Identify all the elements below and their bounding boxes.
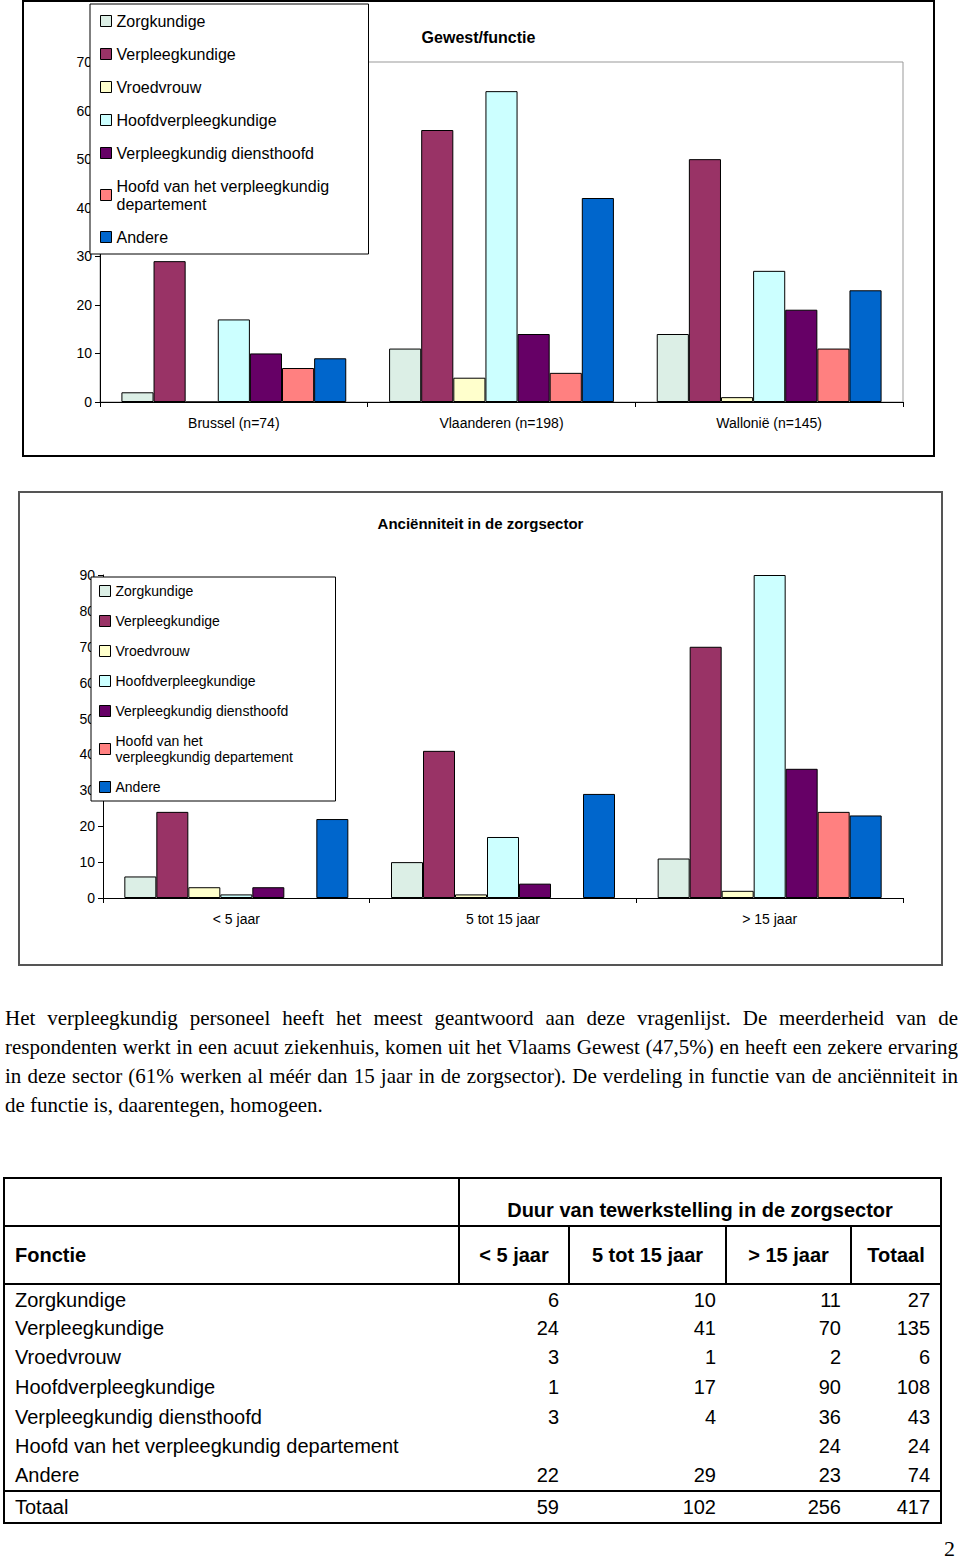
html-text:108: 108 <box>896 1376 930 1399</box>
html-text:< 5 jaar: < 5 jaar <box>479 1243 549 1266</box>
html-text:2: 2 <box>944 1536 955 1561</box>
html-text:1: 1 <box>704 1346 716 1369</box>
svg-text:verpleegkundig departement: verpleegkundig departement <box>116 749 294 765</box>
svg-text:Vroedvrouw: Vroedvrouw <box>117 79 202 96</box>
svg-text:0: 0 <box>87 890 95 906</box>
html-text:6: 6 <box>918 1346 930 1369</box>
html-text:> 15 jaar: > 15 jaar <box>748 1243 829 1266</box>
svg-text:Verpleegkundige: Verpleegkundige <box>117 46 236 63</box>
html-text:Andere: Andere <box>15 1464 80 1487</box>
svg-text:5 tot 15 jaar: 5 tot 15 jaar <box>466 911 540 927</box>
svg-text:Gewest/functie: Gewest/functie <box>422 29 536 46</box>
svg-text:Zorgkundige: Zorgkundige <box>116 583 194 599</box>
html-text:Zorgkundige: Zorgkundige <box>15 1289 127 1312</box>
html-text:70: 70 <box>818 1316 841 1339</box>
svg-text:50: 50 <box>79 710 95 727</box>
svg-text:40: 40 <box>76 199 92 216</box>
svg-text:50: 50 <box>76 151 92 168</box>
html-text:Verpleegkundige: Verpleegkundige <box>15 1316 164 1339</box>
html-text:36: 36 <box>818 1405 841 1428</box>
html-text:11: 11 <box>820 1289 841 1312</box>
svg-text:Hoofdverpleegkundige: Hoofdverpleegkundige <box>117 112 277 129</box>
svg-text:Hoofd van het verpleegkundig: Hoofd van het verpleegkundig <box>117 178 334 195</box>
html-text:17: 17 <box>693 1376 716 1399</box>
html-text:41: 41 <box>693 1316 716 1339</box>
html-text:22: 22 <box>536 1464 559 1487</box>
svg-text:Verpleegkundig diensthoofd: Verpleegkundig diensthoofd <box>117 145 315 162</box>
html-text:5 tot 15 jaar: 5 tot 15 jaar <box>591 1243 704 1266</box>
html-text:6: 6 <box>547 1289 559 1312</box>
svg-text:Verpleegkundige: Verpleegkundige <box>116 613 221 629</box>
html-text:Fonctie: Fonctie <box>15 1243 87 1266</box>
html-text:1: 1 <box>547 1376 559 1399</box>
html-text:Duur van tewerkstelling in de: Duur van tewerkstelling in de zorgsector <box>507 1199 893 1221</box>
svg-text:20: 20 <box>79 818 95 834</box>
html-text:29: 29 <box>693 1464 716 1487</box>
html-text:90: 90 <box>818 1376 841 1399</box>
html-text:417: 417 <box>896 1495 930 1518</box>
html-text:102: 102 <box>682 1495 716 1518</box>
svg-text:Verpleegkundig diensthoofd: Verpleegkundig diensthoofd <box>116 703 289 719</box>
html-text:Totaal: Totaal <box>15 1495 69 1518</box>
html-text:135: 135 <box>896 1316 930 1339</box>
svg-text:90: 90 <box>79 567 95 583</box>
svg-text:Zorgkundige: Zorgkundige <box>117 13 206 30</box>
svg-text:20: 20 <box>76 297 92 313</box>
html-text:59: 59 <box>536 1495 559 1518</box>
svg-text:Brussel (n=74): Brussel (n=74) <box>188 415 279 431</box>
html-text:74: 74 <box>907 1464 930 1487</box>
svg-text:> 15 jaar: > 15 jaar <box>742 911 797 927</box>
svg-text:Andere: Andere <box>116 779 161 795</box>
html-text:Het verpleegkundig personeel h: Het verpleegkundig personeel heeft het m… <box>5 1006 958 1117</box>
svg-text:60: 60 <box>76 102 92 119</box>
html-text:43: 43 <box>907 1405 930 1428</box>
svg-text:Vroedvrouw: Vroedvrouw <box>116 643 191 659</box>
svg-text:Vlaanderen (n=198): Vlaanderen (n=198) <box>439 415 563 431</box>
html-text:24: 24 <box>907 1435 930 1458</box>
html-text:Verpleegkundig diensthoofd: Verpleegkundig diensthoofd <box>15 1405 262 1428</box>
html-text:Vroedvrouw: Vroedvrouw <box>15 1346 121 1369</box>
svg-text:30: 30 <box>76 248 92 265</box>
html-text:10: 10 <box>693 1289 716 1312</box>
svg-text:70: 70 <box>79 638 95 655</box>
html-text:3: 3 <box>547 1405 559 1428</box>
svg-text:Hoofd van het: Hoofd van het <box>116 733 207 749</box>
html-text:23: 23 <box>818 1464 841 1487</box>
svg-text:Hoofdverpleegkundige: Hoofdverpleegkundige <box>116 673 256 689</box>
html-text:256: 256 <box>807 1495 841 1518</box>
svg-text:0: 0 <box>84 394 92 410</box>
svg-text:80: 80 <box>79 602 95 619</box>
html-text:2: 2 <box>829 1346 841 1369</box>
svg-text:departement: departement <box>117 196 207 213</box>
svg-text:10: 10 <box>76 345 92 361</box>
svg-text:Anciënniteit in de zorgsector: Anciënniteit in de zorgsector <box>378 515 584 532</box>
svg-text:Andere: Andere <box>117 229 169 246</box>
html-text:3: 3 <box>547 1346 559 1369</box>
html-text:Hoofdverpleegkundige: Hoofdverpleegkundige <box>15 1376 216 1399</box>
html-text:4: 4 <box>704 1405 716 1428</box>
html-text:Hoofd van het verpleegkundig d: Hoofd van het verpleegkundig departement <box>15 1435 399 1458</box>
svg-text:60: 60 <box>79 674 95 691</box>
svg-text:30: 30 <box>79 782 95 799</box>
html-text:Totaal: Totaal <box>867 1243 925 1266</box>
html-text:24: 24 <box>536 1316 559 1339</box>
svg-text:40: 40 <box>79 746 95 763</box>
html-text:24: 24 <box>818 1435 841 1458</box>
svg-text:70: 70 <box>76 54 92 70</box>
html-text:27: 27 <box>907 1289 930 1312</box>
svg-text:< 5 jaar: < 5 jaar <box>213 911 260 927</box>
svg-text:10: 10 <box>79 854 95 870</box>
svg-text:Wallonië (n=145): Wallonië (n=145) <box>716 415 822 431</box>
